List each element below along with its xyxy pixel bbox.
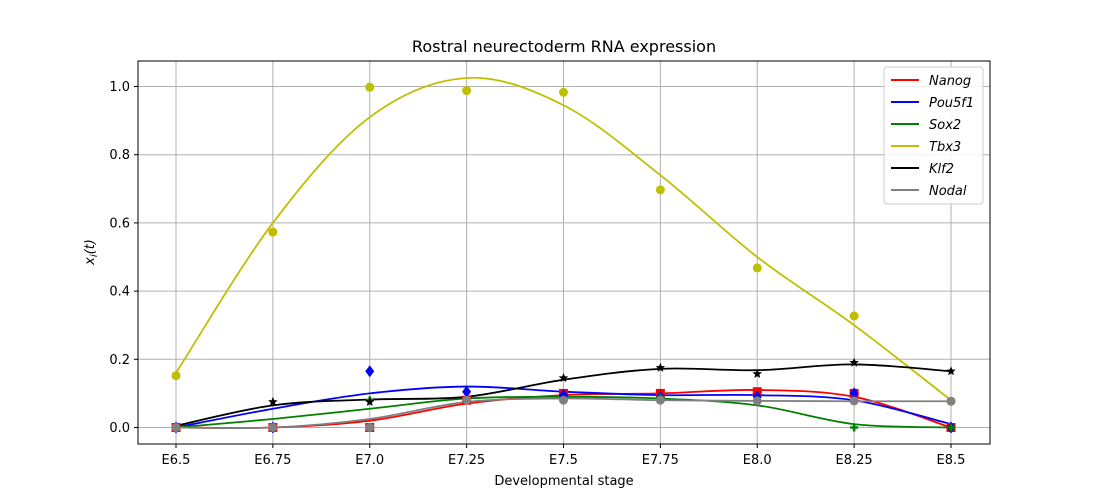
data-point-nodal bbox=[171, 423, 181, 432]
legend: Nanog Pou5f1 Sox2 Tbx3 Klf2 Nodal bbox=[883, 66, 984, 205]
x-tick-label: E7.25 bbox=[448, 453, 485, 468]
data-point-klf2 bbox=[268, 396, 278, 406]
data-point-nodal bbox=[655, 395, 665, 405]
data-point-tbx3 bbox=[655, 185, 665, 195]
x-tick-label: E6.75 bbox=[254, 453, 291, 468]
x-tick-label: E7.5 bbox=[549, 453, 578, 468]
data-point-nodal bbox=[365, 423, 375, 432]
x-axis-label: Developmental stage bbox=[494, 474, 633, 489]
y-tick-label: 0.0 bbox=[109, 421, 130, 436]
legend-label: Nodal bbox=[929, 184, 967, 199]
data-point-pou5f1 bbox=[462, 385, 472, 398]
data-point-nodal bbox=[462, 395, 472, 405]
data-point-pou5f1 bbox=[365, 365, 375, 378]
data-point-tbx3 bbox=[462, 86, 472, 96]
data-point-tbx3 bbox=[849, 311, 859, 321]
y-axis-ticks: 0.0 0.2 0.4 0.6 0.8 1.0 bbox=[109, 80, 138, 436]
data-point-klf2 bbox=[364, 396, 375, 406]
data-point-tbx3 bbox=[559, 87, 568, 97]
data-point-tbx3 bbox=[365, 82, 375, 92]
data-point-klf2 bbox=[946, 366, 956, 376]
x-tick-label: E6.5 bbox=[162, 453, 191, 468]
data-point-nodal bbox=[849, 396, 859, 406]
legend-label: Tbx3 bbox=[929, 140, 961, 155]
y-tick-label: 0.6 bbox=[109, 216, 130, 231]
x-axis-ticks: E6.5 E6.75 E7.0 E7.25 E7.5 E7.75 E8.0 E8.25 E8.5 bbox=[162, 444, 966, 468]
legend-label: Nanog bbox=[929, 74, 971, 89]
series-curve-tbx3 bbox=[175, 76, 952, 401]
svg-text:xi(t): xi(t) bbox=[83, 239, 100, 266]
legend-label: Pou5f1 bbox=[929, 96, 974, 111]
data-point-klf2 bbox=[655, 362, 666, 372]
y-tick-label: 1.0 bbox=[109, 80, 130, 95]
legend-label: Klf2 bbox=[929, 162, 954, 177]
chart-title: Rostral neurectoderm RNA expression bbox=[412, 37, 716, 56]
y-tick-label: 0.4 bbox=[109, 285, 130, 300]
y-axis-label: xi(t) bbox=[83, 239, 100, 266]
data-point-sox2 bbox=[947, 423, 955, 432]
x-tick-label: E8.5 bbox=[937, 453, 966, 468]
x-tick-label: E7.75 bbox=[642, 453, 679, 468]
data-point-pou5f1 bbox=[849, 387, 859, 400]
y-tick-label: 0.8 bbox=[109, 148, 130, 163]
data-point-nodal bbox=[946, 396, 956, 406]
data-point-tbx3 bbox=[752, 263, 762, 273]
x-tick-label: E7.0 bbox=[355, 453, 384, 468]
data-point-nodal bbox=[268, 423, 278, 432]
data-point-nodal bbox=[752, 396, 762, 406]
data-point-nodal bbox=[559, 395, 568, 405]
data-point-tbx3 bbox=[171, 371, 181, 381]
data-markers bbox=[171, 82, 956, 434]
data-point-klf2 bbox=[558, 373, 569, 383]
y-tick-label: 0.2 bbox=[109, 353, 130, 368]
data-point-sox2 bbox=[850, 423, 859, 432]
x-tick-label: E8.0 bbox=[743, 453, 772, 468]
data-point-klf2 bbox=[752, 368, 763, 379]
legend-label: Sox2 bbox=[929, 118, 961, 133]
x-tick-label: E8.25 bbox=[836, 453, 873, 468]
data-point-tbx3 bbox=[268, 227, 278, 237]
data-point-klf2 bbox=[849, 357, 859, 367]
